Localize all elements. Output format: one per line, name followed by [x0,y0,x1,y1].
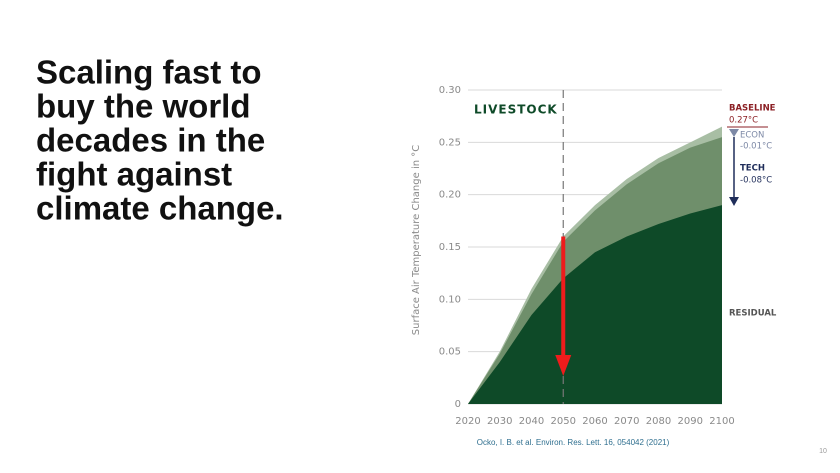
arrow-head [555,355,572,376]
x-tick-label: 2080 [646,416,671,427]
title-line: Scaling fast to [36,54,262,91]
x-tick-label: 2070 [614,416,639,427]
x-tick-label: 2090 [678,416,703,427]
y-tick-label: 0.15 [439,242,461,253]
citation: Ocko, I. B. et al. Environ. Res. Lett. 1… [477,438,670,447]
y-tick-label: 0 [455,399,461,410]
x-tick-label: 2030 [487,416,512,427]
series-label: ECON [740,131,764,141]
y-axis-label: Surface Air Temperature Change in °C [411,145,422,335]
change-label: 0.27°C [729,116,758,126]
series-label: BASELINE [729,104,776,114]
y-tick-label: 0.10 [439,294,461,305]
econ-marker [729,129,739,137]
title-line: fight against [36,156,232,193]
title-line: decades in the [36,122,265,159]
y-tick-label: 0.25 [439,137,461,148]
tech-arrow-head [729,197,739,206]
change-label: -0.08°C [740,176,772,186]
y-tick-label: 0.20 [439,190,461,201]
title-line: buy the world [36,88,251,125]
tech-label: TECH [740,164,765,174]
y-tick-label: 0.30 [439,85,461,96]
x-tick-label: 2020 [455,416,480,427]
area [468,205,722,404]
series-label: RESIDUAL [729,309,777,319]
change-label: -0.01°C [740,142,772,152]
chart-title: LIVESTOCK [474,103,558,117]
title-line: climate change. [36,190,284,227]
y-tick-label: 0.05 [439,347,461,358]
x-tick-label: 2050 [551,416,576,427]
x-tick-label: 2040 [519,416,544,427]
x-tick-label: 2060 [582,416,607,427]
page-number: 10 [819,448,827,455]
x-tick-label: 2100 [709,416,734,427]
